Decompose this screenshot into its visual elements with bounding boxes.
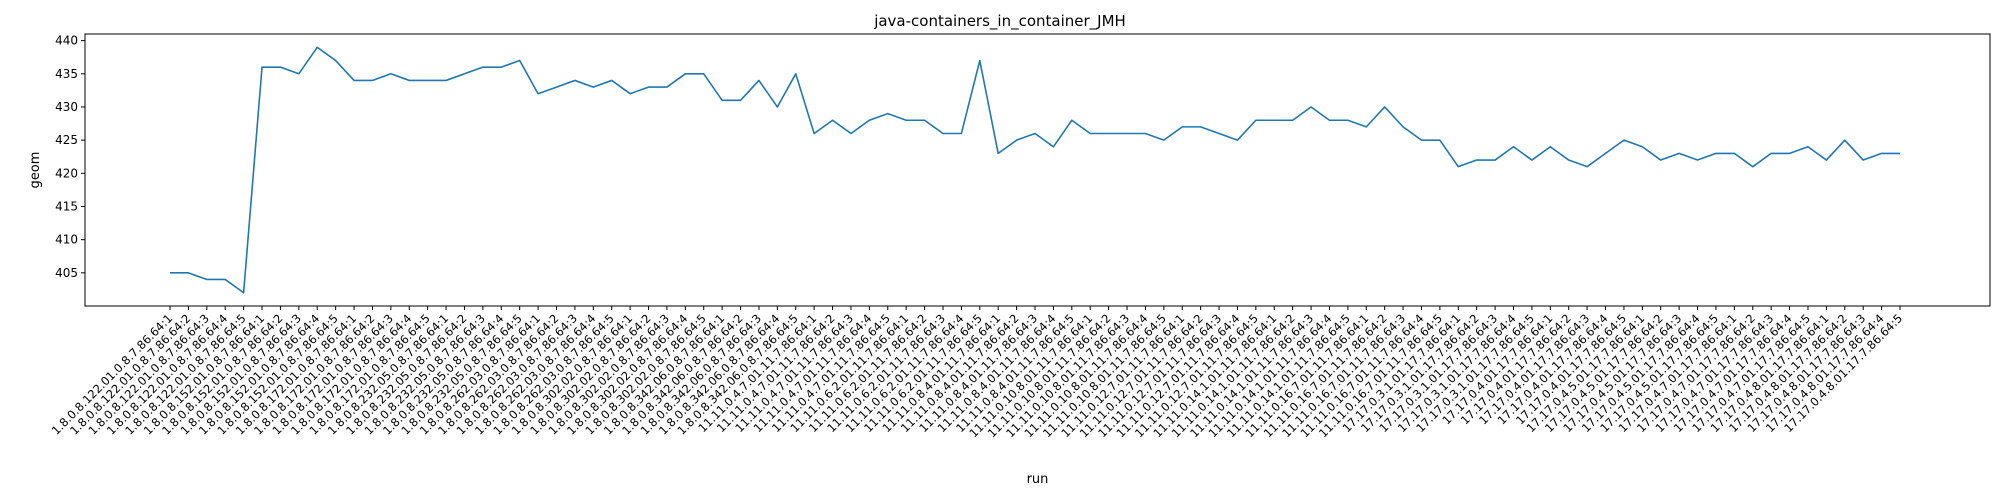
y-tick-label: 435	[55, 67, 78, 81]
x-axis: 1.8.0.8.122.01.0.8.7.86.64:11.8.0.8.122.…	[49, 306, 1905, 440]
y-tick-label: 410	[55, 233, 78, 247]
plot-area	[170, 46, 1900, 294]
y-tick-label: 415	[55, 199, 78, 213]
series-line	[170, 46, 1900, 294]
y-tick-label: 430	[55, 100, 78, 114]
chart-title: java-containers_in_container_JMH	[873, 12, 1126, 31]
y-axis: 405 410 415 420 425 430 435 440	[55, 34, 85, 280]
y-tick-label: 405	[55, 266, 78, 280]
y-tick-label: 420	[55, 166, 78, 180]
y-axis-label: geom	[28, 152, 43, 189]
y-tick-label: 440	[55, 34, 78, 48]
x-axis-label: run	[1027, 472, 1049, 487]
plot-frame	[84, 33, 1991, 307]
y-tick-label: 425	[55, 133, 78, 147]
